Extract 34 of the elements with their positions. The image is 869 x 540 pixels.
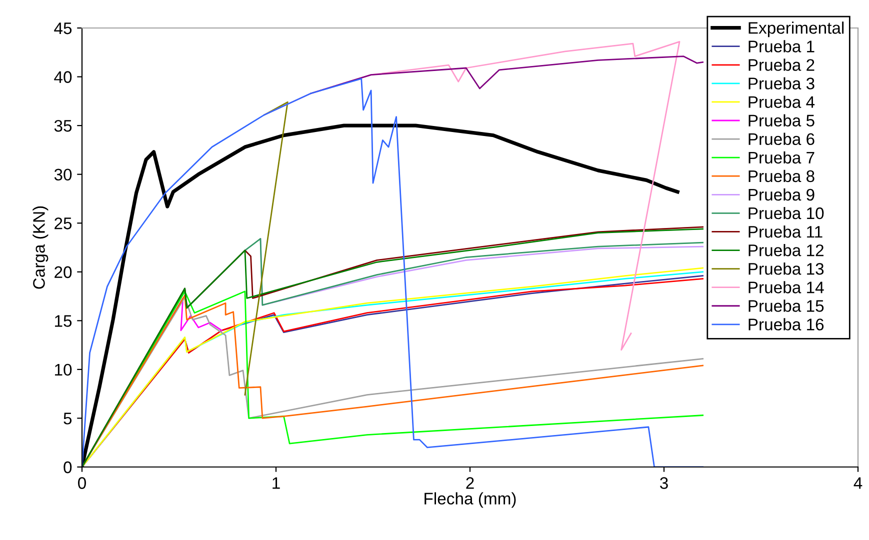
y-tick-label: 15 (55, 315, 72, 327)
legend-label: Prueba 14 (748, 281, 824, 294)
y-tick-label: 20 (54, 266, 72, 278)
legend-label: Prueba 11 (748, 225, 822, 238)
legend-label: Prueba 5 (748, 114, 814, 127)
legend-label: Experimental (748, 22, 844, 38)
y-tick-label: 45 (54, 22, 72, 34)
x-tick-label: 2 (466, 477, 474, 489)
x-tick-label: 4 (854, 477, 862, 489)
legend-label: Prueba 2 (748, 58, 814, 71)
y-tick-label: 10 (55, 364, 72, 376)
y-tick-label: 25 (54, 218, 72, 230)
x-axis-title: Flecha (mm) (424, 492, 516, 508)
legend-label: Prueba 9 (748, 188, 814, 201)
legend-label: Prueba 6 (748, 132, 814, 146)
y-tick-label: 5 (64, 412, 72, 424)
x-tick-label: 1 (272, 477, 280, 489)
legend-label: Prueba 8 (748, 170, 814, 182)
legend-label: Prueba 12 (748, 244, 824, 256)
legend-label: Prueba 7 (748, 151, 814, 164)
x-tick-label: 3 (660, 477, 668, 489)
legend-label: Prueba 4 (748, 96, 815, 108)
legend-label: Prueba 10 (748, 206, 824, 220)
y-tick-label: 0 (64, 461, 72, 474)
legend-label: Prueba 15 (748, 300, 824, 312)
legend-label: Prueba 3 (748, 77, 814, 90)
y-tick-label: 40 (54, 71, 72, 83)
y-axis-title: Carga (KN) (32, 206, 48, 289)
legend-label: Prueba 13 (748, 262, 824, 275)
legend-label: Prueba 16 (748, 318, 824, 330)
legend-label: Prueba 1 (748, 40, 814, 52)
y-tick-label: 35 (54, 120, 72, 132)
y-tick-label: 30 (54, 168, 72, 181)
x-tick-label: 0 (78, 477, 86, 489)
